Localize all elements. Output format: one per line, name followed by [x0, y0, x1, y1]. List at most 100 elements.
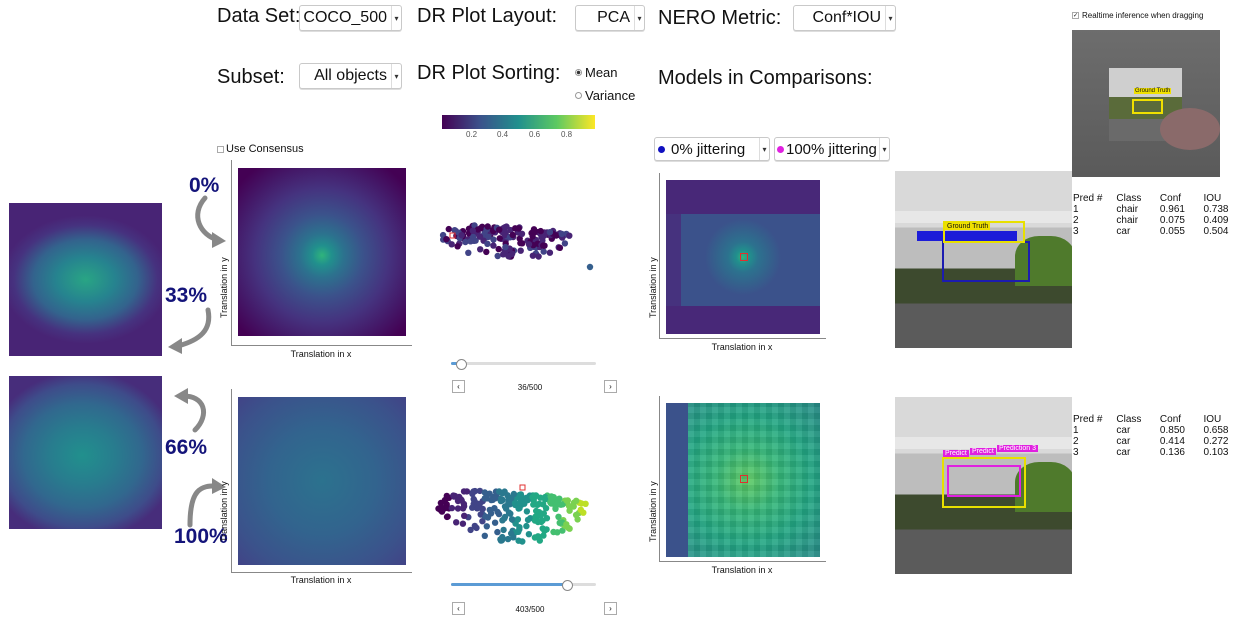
chevron-down-icon: ▾ — [391, 6, 401, 30]
scatter-point — [454, 497, 462, 505]
sample-image-top[interactable]: Ground Truth — [895, 171, 1072, 348]
cell: car — [1116, 436, 1131, 447]
prediction-tag: Prediction 3 — [997, 445, 1038, 452]
scatter-point — [469, 490, 476, 497]
prev-button[interactable]: ‹ — [452, 602, 465, 615]
scatter-point — [524, 496, 531, 504]
scatter-point — [542, 505, 550, 512]
subset-select[interactable]: All objects ▾ — [299, 63, 402, 89]
table-row: 2 car 0.414 0.272 — [1073, 436, 1247, 447]
scatter-point — [570, 503, 577, 510]
scatter-point — [503, 223, 510, 230]
scatter-point — [496, 488, 503, 495]
x-axis-label: Translation in x — [711, 342, 773, 352]
model-b-select[interactable]: 100% jittering ▾ — [774, 137, 890, 161]
slider-thumb[interactable] — [456, 359, 467, 370]
layout-label: DR Plot Layout: — [417, 5, 558, 27]
sample-heatmap-bottom[interactable] — [666, 403, 820, 557]
dr-scatter-bottom[interactable] — [430, 450, 605, 560]
table-row: 2 chair 0.075 0.409 — [1073, 215, 1247, 226]
scatter-point — [561, 240, 569, 247]
layout-select[interactable]: PCA ▾ — [575, 5, 645, 31]
ground-truth-tag: Ground Truth — [1134, 88, 1172, 94]
cell: car — [1116, 447, 1131, 458]
col-header: Pred # — [1073, 193, 1103, 204]
x-axis-label: Translation in x — [290, 349, 352, 359]
sample-heatmap-top[interactable] — [666, 180, 820, 334]
scatter-point — [441, 496, 449, 504]
aggregate-heatmap-top[interactable] — [9, 203, 162, 356]
model-b-dot-icon — [777, 145, 784, 153]
scatter-point — [525, 531, 533, 538]
model-a-select[interactable]: 0% jittering ▾ — [654, 137, 770, 161]
scatter-point — [484, 240, 491, 247]
scatter-point — [509, 231, 516, 239]
scatter-point — [470, 495, 477, 503]
scatter-point — [483, 495, 491, 502]
scatter-point — [517, 491, 525, 499]
scatter-point — [517, 239, 524, 247]
pct-label: 66% — [165, 436, 208, 459]
preview-image[interactable]: Ground Truth — [1072, 30, 1220, 177]
scatter-point — [499, 533, 506, 541]
metric-value: Conf*IOU — [812, 9, 881, 26]
next-button[interactable]: › — [604, 602, 617, 615]
scatter-point — [495, 245, 502, 253]
scatter-point — [516, 505, 523, 512]
table-row: 1 chair 0.961 0.738 — [1073, 204, 1247, 215]
radio-selected-icon — [575, 69, 582, 76]
model-a-dot-icon — [658, 145, 665, 153]
slider-thumb[interactable] — [562, 580, 573, 591]
scatter-point — [494, 508, 501, 516]
metric-select[interactable]: Conf*IOU ▾ — [793, 5, 896, 31]
scatter-point — [494, 528, 501, 536]
sort-variance-radio[interactable]: Variance — [575, 88, 635, 103]
aggregate-heatmap-bottom[interactable] — [9, 376, 162, 529]
arrow-left-icon — [175, 307, 212, 349]
scatter-point — [550, 528, 557, 536]
scatter-point — [540, 532, 547, 539]
scatter-point — [533, 507, 540, 515]
cell: 2 — [1073, 436, 1079, 447]
scatter-point — [448, 504, 456, 512]
chevron-down-icon: ▾ — [885, 6, 895, 30]
sort-mean-label: Mean — [585, 65, 618, 80]
cell: 0.272 — [1203, 436, 1229, 447]
consensus-checkbox[interactable]: Use Consensus — [217, 143, 304, 155]
scatter-point — [490, 242, 497, 249]
chevron-down-icon: ▾ — [391, 64, 401, 88]
scatter-point — [443, 513, 451, 521]
scatter-point — [537, 227, 544, 235]
individual-heatmap-top[interactable] — [238, 168, 406, 336]
selected-cell-marker — [740, 475, 748, 483]
colorbar-tick: 0.4 — [497, 130, 509, 139]
scatter-point — [515, 537, 522, 544]
scatter-point — [529, 252, 537, 259]
scatter-point — [508, 250, 516, 257]
slider-track[interactable] — [451, 362, 596, 365]
dataset-value: COCO_500 — [303, 9, 387, 26]
prev-button[interactable]: ‹ — [452, 380, 465, 393]
cell: 0.103 — [1203, 447, 1229, 458]
arrows-group — [168, 195, 226, 528]
sample-image-bottom[interactable]: Predict Predict Prediction 3 — [895, 397, 1072, 574]
pct-label: 100% — [174, 525, 228, 548]
dr-scatter-top[interactable] — [430, 190, 605, 280]
prediction-tag: Predict — [970, 448, 996, 455]
scatter-point — [490, 236, 497, 243]
next-button[interactable]: › — [604, 380, 617, 393]
slider-counter: 403/500 — [515, 605, 545, 614]
scatter-point — [483, 248, 490, 256]
colorbar-tick: 0.8 — [561, 130, 573, 139]
scatter-point — [453, 519, 460, 526]
sort-mean-radio[interactable]: Mean — [575, 65, 618, 80]
scatter-point — [559, 527, 566, 534]
col-header: IOU — [1203, 193, 1222, 204]
selected-point-marker — [519, 484, 526, 491]
individual-heatmap-bottom[interactable] — [238, 397, 406, 565]
cell: 0.961 — [1159, 204, 1185, 215]
scatter-point — [535, 253, 542, 260]
dataset-select[interactable]: COCO_500 ▾ — [299, 5, 402, 31]
cell: chair — [1116, 215, 1139, 226]
realtime-checkbox[interactable]: ✓ Realtime inference when dragging — [1072, 11, 1203, 20]
